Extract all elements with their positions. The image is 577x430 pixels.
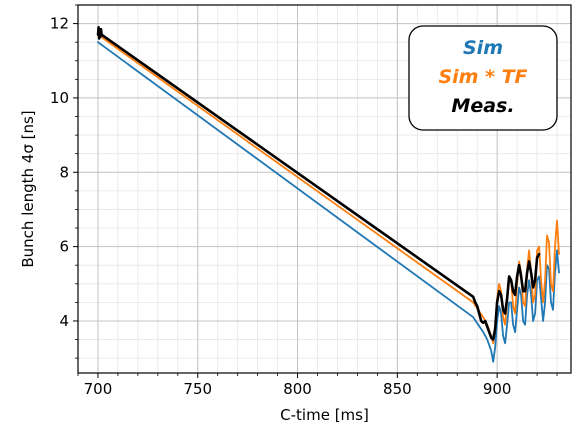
legend: Sim Sim * TF Meas. [408,25,558,131]
legend-entry-meas: Meas. [451,95,514,117]
series-line-meas [96,26,541,341]
legend-entry-sim-tf: Sim * TF [438,66,527,88]
series-line-sim [97,41,560,363]
y-tick-label: 6 [59,238,69,256]
axis-ticks [73,4,558,378]
y-tick-label: 4 [59,312,69,330]
tick-labels: 700 750 800 850 900 4 6 8 10 12 [50,15,512,398]
x-tick-label: 900 [483,380,512,398]
x-tick-label: 700 [84,380,113,398]
x-tick-label: 800 [283,380,312,398]
y-tick-label: 8 [59,163,69,181]
plot-frame [77,4,572,374]
x-tick-label: 850 [383,380,412,398]
series-layer [96,26,560,363]
y-axis-label: Bunch length 4σ [ns] [19,110,37,267]
y-tick-label: 12 [50,15,69,33]
x-tick-label: 750 [183,380,212,398]
x-axis-label: C-time [ms] [280,406,369,424]
y-tick-label: 10 [50,89,69,107]
legend-box [408,25,558,131]
legend-entry-sim: Sim [463,37,503,59]
